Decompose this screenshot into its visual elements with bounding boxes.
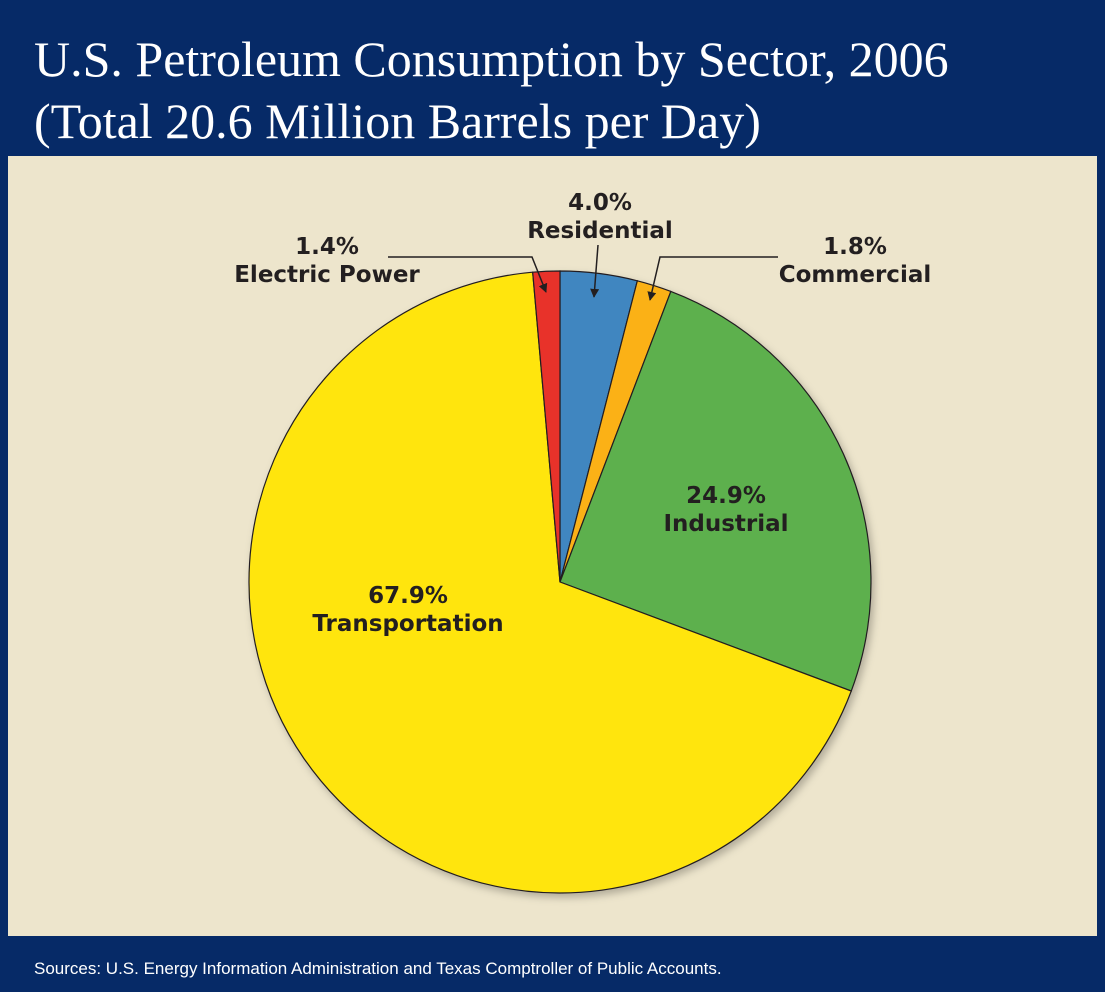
- category-label: Electric Power: [234, 262, 420, 288]
- category-label: Commercial: [779, 262, 931, 288]
- source-note: Sources: U.S. Energy Information Adminis…: [34, 959, 722, 978]
- category-label: Transportation: [312, 611, 503, 637]
- category-label: Industrial: [663, 511, 788, 537]
- value-label: 67.9%: [368, 583, 448, 609]
- pie: [248, 270, 872, 894]
- value-label: 1.8%: [823, 234, 887, 260]
- category-label: Residential: [527, 218, 673, 244]
- leader-line: [388, 256, 548, 293]
- leader-lines: [388, 244, 778, 301]
- pie-slice: [559, 290, 872, 692]
- chart-title: U.S. Petroleum Consumption by Sector, 20…: [34, 31, 949, 87]
- value-label: 4.0%: [568, 190, 632, 216]
- pie-slice: [532, 270, 561, 583]
- labels: 4.0%Residential 1.8%Commercial 24.9%Indust…: [234, 190, 931, 637]
- leader-line: [590, 244, 600, 298]
- leader-line: [647, 256, 778, 301]
- value-label: 1.4%: [295, 234, 359, 260]
- value-label: 24.9%: [686, 483, 766, 509]
- pie-slice: [248, 271, 853, 894]
- chart-subtitle: (Total 20.6 Million Barrels per Day): [34, 93, 761, 149]
